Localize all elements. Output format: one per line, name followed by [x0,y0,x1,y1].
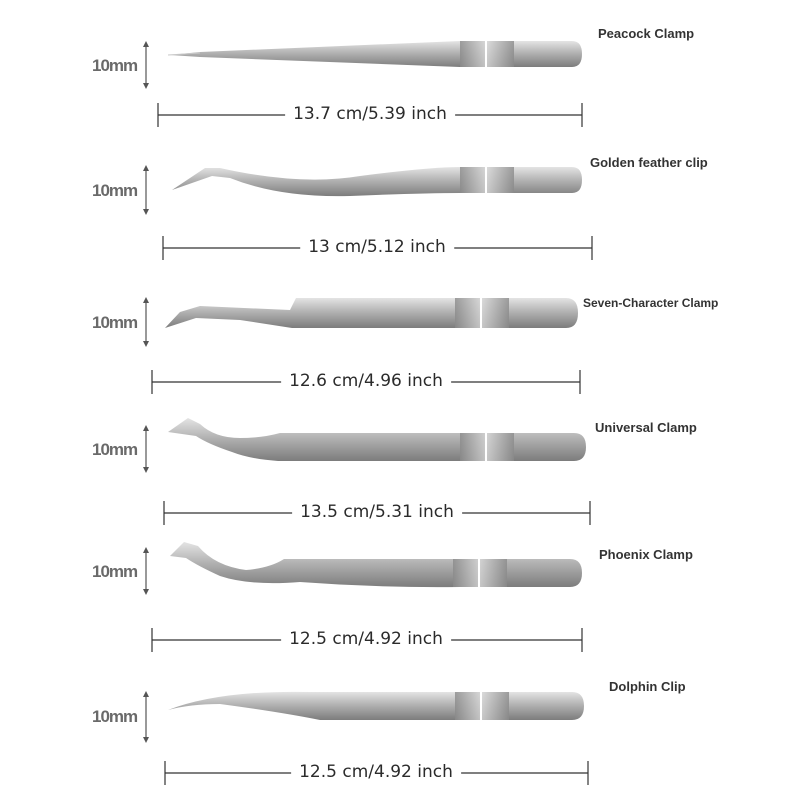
length-label-6: 12.5 cm/4.92 inch [291,762,461,782]
name-label-peacock-clamp: Peacock Clamp [598,26,695,41]
tweezer-universal-clamp [168,418,586,461]
height-label-5: 10mm [92,562,138,581]
length-label-2: 13 cm/5.12 inch [300,237,454,257]
height-label-2: 10mm [92,181,138,200]
name-label-phoenix-clamp: Phoenix Clamp [599,547,693,562]
tweezer-seven-character-clamp [165,298,578,328]
name-label-universal-clamp: Universal Clamp [595,420,697,435]
name-label-seven-character-clamp: Seven-Character Clamp [583,296,719,310]
tweezer-golden-feather-clip [172,167,582,197]
height-label-3: 10mm [92,313,138,332]
length-label-3: 12.6 cm/4.96 inch [281,371,451,391]
tweezer-peacock-clamp [167,41,582,67]
length-label-4: 13.5 cm/5.31 inch [292,502,462,522]
height-label-1: 10mm [92,56,138,75]
name-label-dolphin-clip: Dolphin Clip [609,679,686,694]
length-label-5: 12.5 cm/4.92 inch [281,629,451,649]
height-label-4: 10mm [92,440,138,459]
tweezer-dolphin-clip [168,691,584,720]
tweezer-phoenix-clamp [170,542,582,588]
name-label-golden-feather-clip: Golden feather clip [590,155,708,170]
length-label-1: 13.7 cm/5.39 inch [285,104,455,124]
height-label-6: 10mm [92,707,138,726]
